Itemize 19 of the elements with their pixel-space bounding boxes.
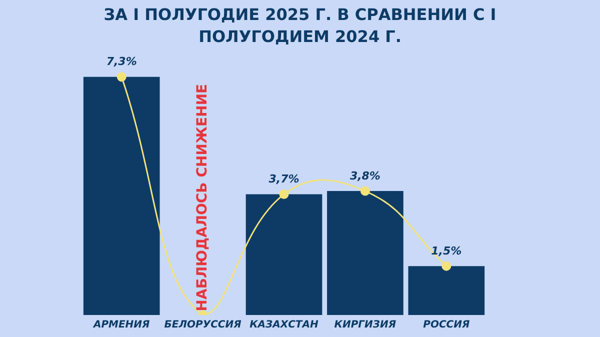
bar bbox=[246, 194, 322, 315]
data-label: 7,3% bbox=[106, 55, 137, 68]
point bbox=[442, 261, 452, 271]
bar bbox=[327, 191, 404, 315]
bar bbox=[83, 76, 160, 315]
x-tick-label: КИРГИЗИЯ bbox=[334, 320, 396, 331]
x-tick-label: КАЗАХСТАН bbox=[250, 320, 319, 331]
x-tick-label: АРМЕНИЯ bbox=[92, 320, 150, 331]
chart-title: ЗА I ПОЛУГОДИЕ 2025 Г. В СРАВНЕНИИ С I ПОЛУГОДИЕМ 2024 Г. bbox=[102, 4, 498, 48]
x-tick-label: РОССИЯ bbox=[423, 320, 470, 331]
data-label: 1,5% bbox=[431, 244, 462, 258]
point bbox=[360, 186, 370, 196]
x-tick-label: БЕЛОРУССИЯ bbox=[164, 320, 242, 331]
point bbox=[279, 190, 289, 200]
bar bbox=[408, 266, 485, 315]
data-label: 3,8% bbox=[350, 169, 380, 182]
data-label: 3,7% bbox=[268, 172, 300, 186]
point bbox=[116, 72, 126, 82]
annotation: НАБЛЮДАЛОСЬ СНИЖЕНИЕ bbox=[194, 84, 210, 312]
